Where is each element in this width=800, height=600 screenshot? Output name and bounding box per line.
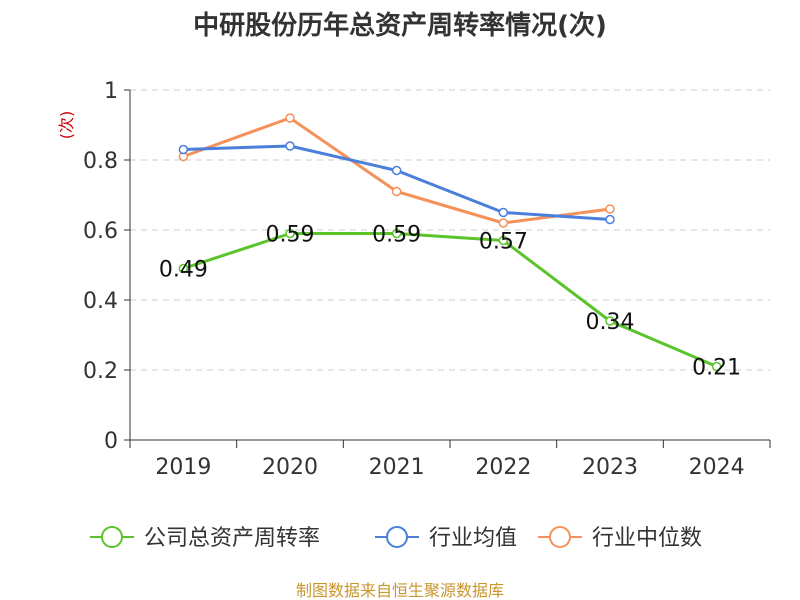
axes: 0 0.2 0.4 0.6 0.8 1 2019 2020 2021 2022 2023 2024 (83, 79, 771, 480)
data-point (391, 228, 402, 239)
data-point (605, 204, 615, 214)
data-point (285, 141, 295, 151)
data-point (498, 218, 509, 228)
data-point (605, 214, 615, 225)
data-label: 0.59 (266, 223, 315, 248)
data-label: 0.59 (372, 223, 421, 248)
chart-title: 中研股份历年总资产周转率情况(次) (193, 10, 607, 41)
series-lines (178, 113, 722, 372)
data-point (498, 207, 509, 218)
x-tick-label: 2024 (689, 455, 745, 480)
y-tick-label: 1 (104, 79, 118, 104)
data-label: 0.34 (586, 310, 635, 335)
x-tick-label: 2019 (155, 455, 211, 480)
source-footer: 制图数据来自恒生聚源数据库 (296, 581, 504, 600)
data-label: 0.49 (159, 258, 208, 283)
x-tick-label: 2021 (369, 455, 425, 480)
data-point (285, 228, 295, 239)
y-tick-label: 0.4 (83, 289, 118, 314)
x-tick-label: 2023 (582, 455, 638, 480)
legend-swatch-marker (101, 526, 123, 548)
legend-label: 公司总资产周转率 (144, 526, 320, 551)
y-tick-label: 0.8 (83, 149, 118, 174)
legend-swatch-marker (386, 526, 408, 548)
legend-label: 行业中位数 (592, 526, 702, 551)
series-line (182, 232, 718, 368)
y-axis-label: (次) (57, 111, 76, 140)
data-point (178, 144, 189, 155)
data-point (178, 263, 189, 274)
data-point (711, 361, 722, 372)
grid-lines (130, 89, 770, 371)
y-tick-label: 0.2 (83, 359, 118, 384)
y-tick-label: 0.6 (83, 219, 118, 244)
data-label: 0.21 (692, 356, 741, 381)
series-line (183, 144, 611, 221)
y-tick-label: 0 (104, 429, 118, 454)
data-labels: 0.49 0.59 0.59 0.57 0.34 0.21 (159, 223, 741, 381)
data-point (498, 235, 509, 246)
data-point (285, 113, 295, 123)
x-tick-label: 2022 (475, 455, 531, 480)
data-label: 0.57 (479, 230, 528, 255)
legend-swatch-marker (549, 526, 571, 548)
legend: 公司总资产周转率 行业均值 行业中位数 (90, 526, 702, 551)
x-tick-label: 2020 (262, 455, 318, 480)
data-point (391, 186, 402, 197)
legend-label: 行业均值 (429, 526, 517, 551)
data-point (391, 165, 402, 176)
data-point (605, 316, 615, 326)
